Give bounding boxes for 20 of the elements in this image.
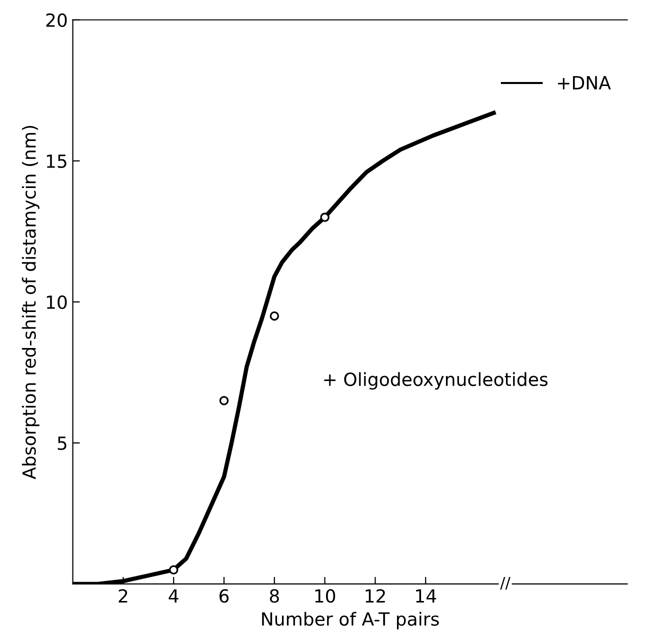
y-tick-label: 15 [46, 154, 66, 168]
legend-label: +DNA [558, 76, 611, 90]
annotation: // [500, 577, 510, 590]
point [219, 396, 229, 406]
x-tick-label: 12 [366, 589, 385, 603]
x-tick-label: 6 [220, 589, 229, 603]
x-tick-label: 14 [416, 589, 436, 603]
point [168, 565, 178, 574]
y-tick-label: 20 [46, 13, 67, 27]
x-tick-label: 8 [270, 589, 279, 603]
x-axis-title: Number of A-T pairs [262, 612, 439, 630]
y-axis-title: Absorption red-shift of distamycin (nm) [22, 126, 40, 480]
text: + Oligodeoxynucleotides [324, 372, 548, 390]
point [270, 311, 280, 321]
y-tick-label: 10 [46, 295, 67, 310]
point [320, 212, 330, 222]
x-tick-label: 10 [315, 589, 336, 603]
x-tick-label: 2 [118, 589, 128, 603]
y-tick-label: 5 [58, 436, 66, 450]
x-tick-label: 4 [168, 589, 178, 603]
